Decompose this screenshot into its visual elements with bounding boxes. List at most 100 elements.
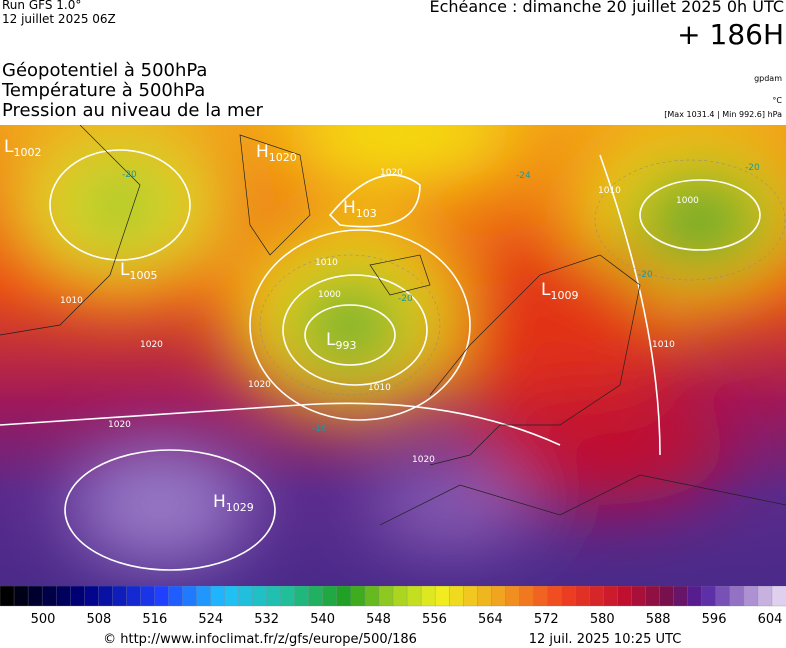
pressure-center: H1020 (256, 142, 297, 164)
temperature-isolines (259, 159, 786, 396)
colorbar-swatch (603, 586, 619, 607)
colorbar-swatch (112, 586, 127, 607)
colorbar-swatch (364, 586, 380, 607)
isobar-label: 1010 (315, 258, 338, 268)
center-value: 1002 (13, 146, 41, 159)
unit-geopotential: gpdam (754, 74, 782, 83)
colorbar-swatch (154, 586, 170, 607)
center-letter: H (343, 198, 356, 218)
center-letter: H (256, 142, 269, 162)
colorbar-swatch (687, 586, 703, 607)
colorbar-swatch (322, 586, 338, 607)
lead-time: + 186H (677, 18, 784, 51)
isobars (0, 149, 761, 571)
center-letter: L (326, 330, 336, 350)
isobar-label: 1020 (248, 380, 271, 390)
colorbar-swatch (0, 586, 15, 607)
colorbar-swatch (98, 586, 113, 607)
colorbar-swatch (336, 586, 352, 607)
colorbar-swatch (477, 586, 492, 607)
run-label: Run GFS 1.0° (2, 0, 82, 12)
colorbar-swatch (547, 586, 563, 607)
colorbar-swatch (350, 586, 366, 607)
echeance: Echéance : dimanche 20 juillet 2025 0h U… (429, 0, 784, 16)
center-letter: L (4, 137, 14, 157)
colorbar-swatch (519, 586, 535, 607)
colorbar-swatch (294, 586, 310, 607)
isobar-label: 1020 (108, 420, 131, 430)
colorbar-swatch (505, 586, 520, 607)
temperature-label: -20 (745, 163, 760, 173)
unit-temperature: °C (772, 96, 782, 105)
title-pressure: Pression au niveau de la mer (2, 100, 263, 121)
colorbar-swatch (406, 586, 422, 607)
center-value: 1029 (226, 501, 254, 514)
isobar-label: 1010 (598, 186, 621, 196)
colorbar-swatch (252, 586, 268, 607)
colorbar-swatch (70, 586, 85, 607)
colorbar-tick-label: 604 (758, 612, 783, 627)
colorbar-swatch (673, 586, 689, 607)
colorbar-swatch (617, 586, 633, 607)
center-letter: L (541, 280, 551, 300)
colorbar-swatch (463, 586, 478, 607)
pressure-center: H103 (343, 198, 377, 220)
colorbar-swatch (659, 586, 675, 607)
colorbar-swatch (743, 586, 759, 607)
temperature-blobs (10, 125, 786, 565)
isobar-label: 1010 (652, 340, 675, 350)
pressure-center: H1029 (213, 492, 254, 514)
temperature-label: -24 (516, 171, 531, 181)
colorbar-swatch (729, 586, 745, 607)
colorbar-tick-label: 588 (646, 612, 671, 627)
isobar-label: 1010 (60, 296, 83, 306)
isobar-label: 1020 (380, 168, 403, 178)
colorbar-swatch (757, 586, 773, 607)
center-letter: H (213, 492, 226, 512)
colorbar-tick-label: 516 (142, 612, 167, 627)
colorbar-swatch (631, 586, 647, 607)
colorbar-swatch (140, 586, 156, 607)
colorbar-tick-label: 572 (534, 612, 559, 627)
colorbar-swatch (434, 586, 450, 607)
colorbar-swatch (210, 586, 226, 607)
colorbar-swatch (491, 586, 506, 607)
colorbar: © http://www.infoclimat.fr/z/gfs/europe/… (0, 586, 786, 647)
temperature-label: -16 (312, 424, 327, 434)
colorbar-tick-label: 580 (590, 612, 615, 627)
colorbar-swatch (126, 586, 142, 607)
pressure-center: L1002 (4, 137, 41, 159)
colorbar-swatch (27, 586, 43, 607)
colorbar-swatch (448, 586, 464, 607)
center-value: 1005 (129, 269, 157, 282)
pressure-center: L993 (326, 330, 356, 352)
colorbar-tick-label: 564 (478, 612, 503, 627)
colorbar-tick-label: 508 (87, 612, 112, 627)
colorbar-swatch (533, 586, 549, 607)
colorbar-swatch (182, 586, 198, 607)
colorbar-swatch (420, 586, 436, 607)
colorbar-tick-label: 596 (702, 612, 727, 627)
colorbar-swatch (715, 586, 731, 607)
center-value: 1020 (269, 151, 297, 164)
colorbar-swatch (41, 586, 57, 607)
center-letter: L (120, 260, 130, 280)
colorbar-swatch (392, 586, 408, 607)
center-value: 1009 (550, 289, 578, 302)
pressure-center: L1005 (120, 260, 157, 282)
colorbar-tick-label: 532 (254, 612, 279, 627)
temperature-label: -20 (122, 170, 137, 180)
colorbar-tick-label: 556 (422, 612, 447, 627)
colorbar-swatch (13, 586, 29, 607)
colorbar-swatch (771, 586, 786, 607)
colorbar-swatch (168, 586, 184, 607)
pressure-center: L1009 (541, 280, 578, 302)
colorbar-swatch (701, 586, 717, 607)
isobar-label: 1000 (318, 290, 341, 300)
colorbar-swatch (266, 586, 282, 607)
title-geopotential: Géopotentiel à 500hPa (2, 60, 208, 81)
colorbar-swatch (589, 586, 605, 607)
colorbar-swatch (575, 586, 591, 607)
colorbar-swatch (645, 586, 661, 607)
footer-date: 12 juil. 2025 10:25 UTC (529, 632, 682, 647)
